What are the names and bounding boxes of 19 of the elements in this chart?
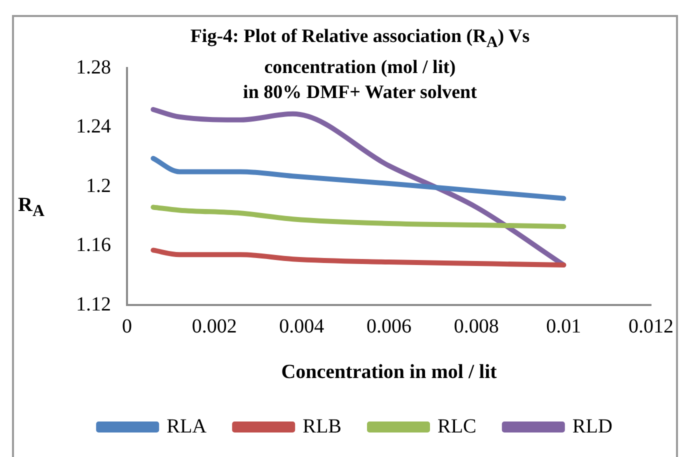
x-tick-label: 0 xyxy=(122,315,132,338)
x-tick-label: 0.01 xyxy=(546,315,582,338)
x-tick-label: 0.008 xyxy=(454,315,499,338)
x-axis-title: Concentration in mol / lit xyxy=(281,361,498,384)
y-axis-title: R$_{A}$ xyxy=(18,194,44,221)
legend-label: RLB xyxy=(302,415,342,438)
y-tick-label: 1.16 xyxy=(76,234,111,256)
x-tick-label: 0.006 xyxy=(366,315,412,338)
y-tick-label: 1.12 xyxy=(76,293,111,316)
legend-label: RLC xyxy=(438,415,476,438)
y-tick-label: 1.28 xyxy=(76,56,111,78)
y-tick-label: 1.24 xyxy=(76,116,111,138)
chart-title: Fig-4: Plot of Relative association (R$_{A}$) Vs concentration (mol / lit) in 80% DMF+ Water solvent xyxy=(190,26,530,103)
x-tick-label: 0.002 xyxy=(192,315,237,338)
legend-label: RLA xyxy=(166,415,208,438)
x-tick-label: 0.004 xyxy=(279,315,324,338)
legend-label: RLD xyxy=(572,415,612,438)
y-tick-label: 1.2 xyxy=(86,174,111,197)
x-tick-label: 0.012 xyxy=(628,315,674,338)
